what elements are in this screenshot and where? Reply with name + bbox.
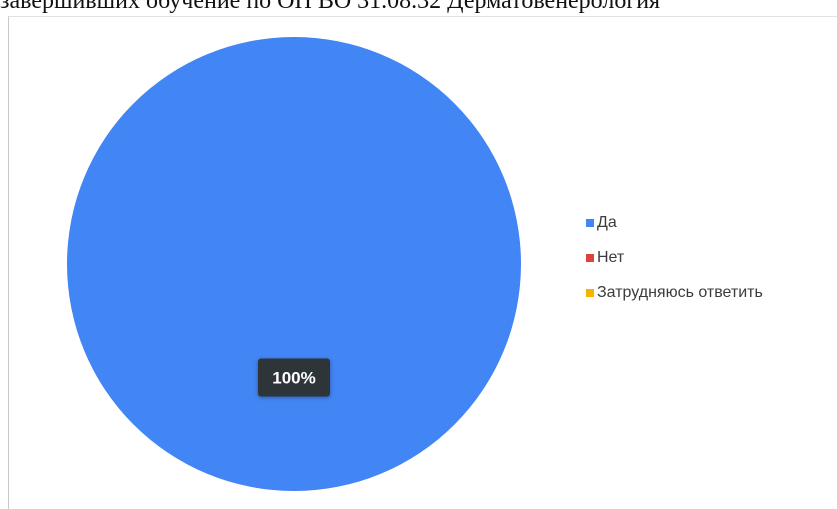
legend-item-3: Затрудняюсь ответить [586,283,763,302]
legend-item-1: Да [586,213,763,232]
data-label-text: 100% [272,369,315,388]
legend-swatch [586,218,594,227]
page-title: завершивших обучение по ОП ВО 31.08.32 Д… [0,0,661,14]
legend-label: Да [597,213,617,231]
legend-swatch [586,253,594,262]
legend-label: Нет [597,248,625,266]
legend-swatch [586,288,594,297]
data-label-box [258,358,330,397]
pie-slices [67,37,521,491]
data-label-1: 100% [258,358,330,397]
legend-label: Затрудняюсь ответить [597,283,763,301]
chart-frame [8,16,837,509]
pie-data-labels: 100% [258,358,330,397]
pie-slice-1 [67,37,521,491]
chart-legend: Да Нет Затрудняюсь ответить [586,213,763,318]
legend-item-2: Нет [586,248,763,267]
